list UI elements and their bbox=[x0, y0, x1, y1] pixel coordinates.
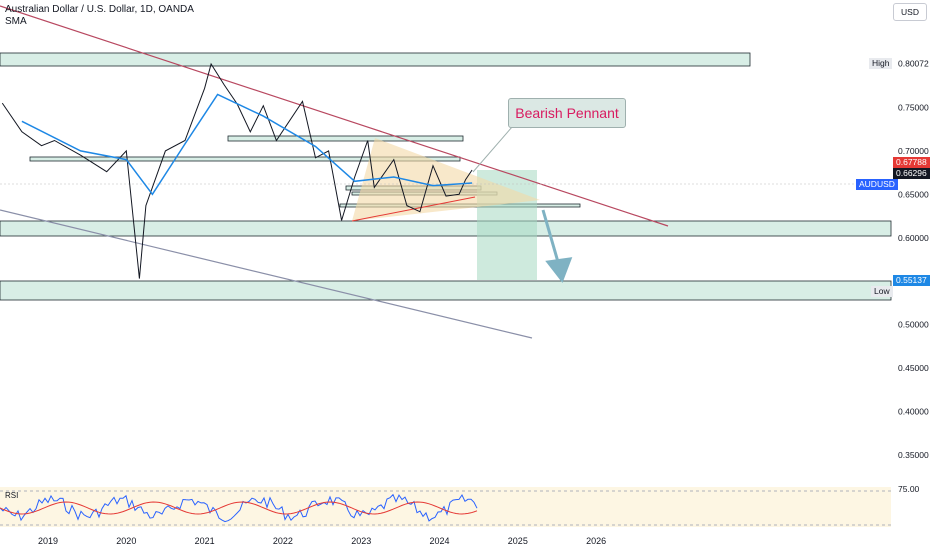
time-axis-bg bbox=[0, 532, 932, 550]
high-label: High bbox=[869, 58, 893, 69]
time-tick-label: 2026 bbox=[586, 536, 606, 546]
price-tick-label: 0.75000 bbox=[898, 102, 929, 112]
range-box bbox=[29, 156, 461, 162]
current-price-tag: 0.67788 bbox=[893, 157, 930, 168]
currency-button[interactable]: USD bbox=[893, 3, 927, 21]
support-zone bbox=[0, 52, 751, 67]
price-tick-label: 0.60000 bbox=[898, 233, 929, 243]
callout-pointer bbox=[472, 126, 513, 173]
time-tick-label: 2019 bbox=[38, 536, 58, 546]
time-tick-label: 2021 bbox=[195, 536, 215, 546]
resistance-trendline bbox=[0, 5, 669, 227]
price-tick-label: 0.35000 bbox=[898, 450, 929, 460]
target-price-tag: 0.55137 bbox=[893, 275, 930, 286]
price-tick-label: 0.40000 bbox=[898, 407, 929, 417]
time-tick-label: 2024 bbox=[430, 536, 450, 546]
time-tick-label: 2025 bbox=[508, 536, 528, 546]
rsi-signal-line bbox=[0, 501, 478, 515]
pennant-shape bbox=[352, 138, 540, 221]
rsi-level-label: 75.00 bbox=[898, 484, 920, 494]
range-box bbox=[227, 135, 464, 142]
price-tick-label: 0.65000 bbox=[898, 189, 929, 199]
price-tick-label: 0.70000 bbox=[898, 146, 929, 156]
price-tick-label: 0.80072 bbox=[898, 58, 929, 68]
price-tick-label: 0.50000 bbox=[898, 320, 929, 330]
time-tick-label: 2022 bbox=[273, 536, 293, 546]
time-tick-label: 2023 bbox=[351, 536, 371, 546]
symbol-tag: AUDUSD bbox=[856, 179, 898, 190]
sma-series bbox=[21, 93, 473, 196]
rsi-label: RSI bbox=[5, 491, 19, 500]
low-label: Low bbox=[871, 286, 893, 297]
indicator-label: SMA bbox=[5, 16, 27, 27]
support-zone bbox=[0, 220, 892, 237]
rsi-line bbox=[0, 493, 478, 523]
support-trendline bbox=[0, 209, 533, 339]
time-tick-label: 2020 bbox=[116, 536, 136, 546]
bearish-pennant-callout: Bearish Pennant bbox=[508, 98, 626, 128]
price-tick-label: 0.45000 bbox=[898, 363, 929, 373]
support-zone bbox=[0, 280, 892, 301]
price-series bbox=[1, 62, 473, 279]
sma-price-tag: 0.66296 bbox=[893, 168, 930, 179]
rsi-pane bbox=[0, 487, 891, 527]
chart-title: Australian Dollar / U.S. Dollar, 1D, OAN… bbox=[5, 4, 194, 15]
projection-arrow bbox=[541, 209, 573, 284]
